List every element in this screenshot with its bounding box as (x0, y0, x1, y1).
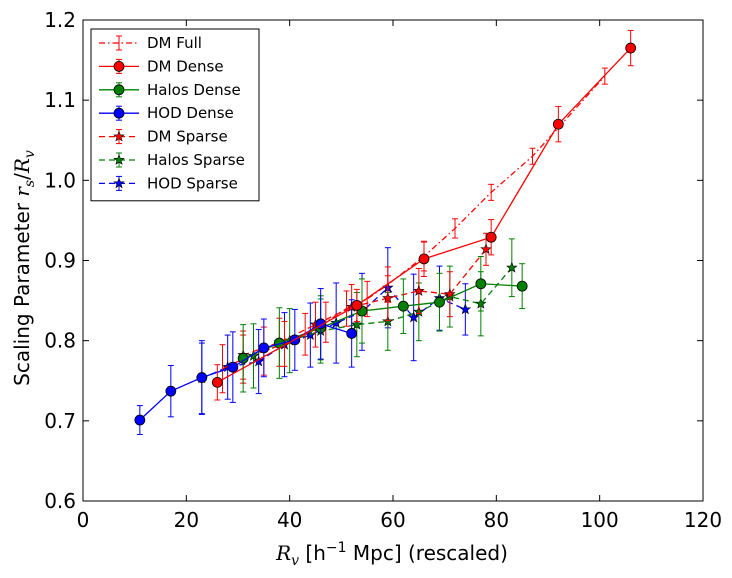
series-line (139, 323, 352, 421)
y-tick-label: 0.7 (44, 409, 76, 433)
data-point (397, 300, 409, 312)
data-point (506, 261, 518, 273)
legend-label: Halos Dense (147, 81, 241, 99)
legend-entry-dm-sparse: DM Sparse (99, 128, 228, 146)
legend: DM Full DM Dense Halos Dense HOD Dense DM Sp… (90, 28, 260, 202)
series-hod-dense (134, 288, 358, 435)
data-point (330, 316, 342, 328)
axes-frame (82, 19, 704, 502)
legend-label: HOD Dense (147, 104, 234, 122)
series-line (201, 286, 466, 379)
legend-entry-dm-full: DM Full (99, 34, 202, 52)
data-point (227, 361, 239, 373)
data-point (252, 355, 265, 367)
data-point (413, 284, 425, 296)
legend-entry-dm-dense: DM Dense (99, 57, 224, 75)
series-line (217, 47, 632, 383)
x-tick-label: 60 (380, 508, 405, 532)
series-line (242, 283, 523, 359)
legend-marker (113, 177, 125, 189)
legend-label: DM Full (147, 34, 202, 52)
series-line (242, 248, 487, 356)
y-tick-label: 1.0 (44, 168, 76, 192)
legend-entry-halos-sparse: Halos Sparse (99, 151, 245, 169)
data-point (485, 231, 497, 243)
legend-marker (113, 61, 125, 72)
data-point (444, 288, 456, 300)
legend-marker (113, 153, 125, 165)
legend-marker (113, 130, 125, 142)
x-tick-label: 120 (684, 508, 722, 532)
data-point (459, 303, 472, 315)
data-point (134, 414, 146, 426)
data-point (407, 311, 420, 323)
tick-layer: 0 20 40 60 80 100 120 0.6 0.7 0.8 0.9 1.0 1.1 1.2 (44, 8, 722, 532)
series-dm-sparse (237, 232, 492, 380)
data-point (211, 376, 223, 388)
y-tick-label: 1.1 (44, 88, 76, 112)
data-point (552, 118, 564, 130)
x-tick-label: 20 (174, 508, 199, 532)
data-point (418, 253, 430, 265)
x-tick-label: 80 (484, 508, 509, 532)
y-tick-label: 0.8 (44, 329, 76, 353)
legend-entry-halos-dense: Halos Dense (99, 81, 241, 99)
series-halos-dense (237, 255, 528, 393)
data-point (475, 278, 487, 290)
data-point (196, 372, 208, 383)
legend-label: Halos Sparse (147, 151, 245, 169)
data-point (516, 280, 528, 292)
legend-label: HOD Sparse (147, 174, 238, 192)
y-tick-label: 1.2 (44, 8, 76, 32)
legend-marker (113, 107, 125, 119)
data-point (625, 42, 637, 54)
data-point (434, 296, 445, 308)
data-point (351, 318, 363, 330)
legend-entry-hod-dense: HOD Dense (99, 104, 234, 122)
legend-entry-hod-sparse: HOD Sparse (99, 174, 238, 192)
y-tick-label: 0.9 (44, 249, 76, 273)
x-tick-label: 0 (77, 508, 90, 532)
legend-label: DM Dense (147, 57, 224, 75)
data-point (258, 342, 270, 354)
data-point (165, 385, 177, 397)
data-point (351, 299, 363, 311)
series-layer (134, 29, 637, 435)
y-axis-label: Scaling Parameter rs/Rv (10, 150, 38, 386)
data-point (247, 349, 260, 361)
data-point (346, 328, 358, 339)
legend-marker (113, 84, 125, 96)
y-tick-label: 0.6 (44, 489, 76, 513)
x-tick-label: 100 (581, 508, 619, 532)
legend-label: DM Sparse (147, 128, 228, 146)
x-tick-label: 40 (277, 508, 302, 532)
series-dm-dense (211, 29, 637, 401)
x-axis-label: Rv [h−1 Mpc] (rescaled) (275, 540, 508, 569)
series-hod-sparse (196, 247, 472, 415)
data-point (480, 243, 492, 255)
